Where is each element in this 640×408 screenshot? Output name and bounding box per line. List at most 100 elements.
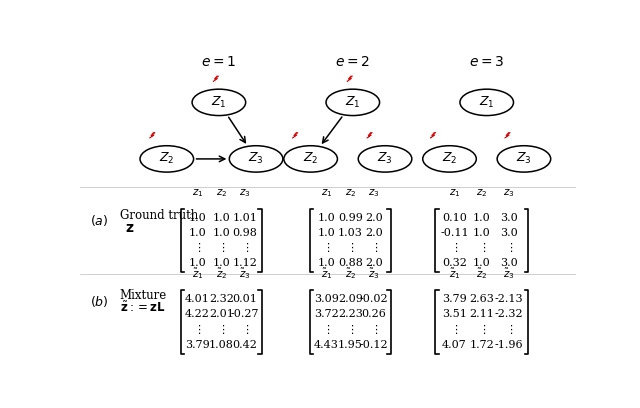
Text: $z_2$: $z_2$ (476, 188, 488, 200)
Text: -0.02: -0.02 (360, 294, 388, 304)
Text: 0.98: 0.98 (233, 228, 258, 238)
Text: 3.09: 3.09 (314, 294, 339, 304)
Ellipse shape (284, 146, 337, 172)
Text: 1.0: 1.0 (212, 228, 230, 238)
Text: $\vdots$: $\vdots$ (193, 323, 202, 336)
Text: 2.0: 2.0 (365, 213, 383, 223)
Text: $z_3$: $z_3$ (503, 188, 515, 200)
Text: 1.03: 1.03 (338, 228, 363, 238)
Ellipse shape (460, 89, 513, 115)
Ellipse shape (423, 146, 476, 172)
Text: 4.43: 4.43 (314, 339, 339, 350)
Text: $Z_3$: $Z_3$ (248, 151, 264, 166)
Text: 2.0: 2.0 (365, 258, 383, 268)
Text: $\tilde{z}_3$: $\tilde{z}_3$ (503, 266, 515, 281)
Text: $\mathbf{z}$: $\mathbf{z}$ (125, 221, 134, 235)
Text: $\vdots$: $\vdots$ (370, 241, 378, 254)
Text: 2.0: 2.0 (365, 228, 383, 238)
Text: $Z_2$: $Z_2$ (303, 151, 318, 166)
Text: $\vdots$: $\vdots$ (346, 323, 355, 336)
Text: 1.72: 1.72 (469, 339, 494, 350)
Text: $\vdots$: $\vdots$ (505, 323, 513, 336)
Text: 1.08: 1.08 (209, 339, 234, 350)
Text: $\vdots$: $\vdots$ (477, 241, 486, 254)
Text: 0.42: 0.42 (233, 339, 258, 350)
Polygon shape (292, 133, 298, 138)
Text: -0.12: -0.12 (360, 339, 388, 350)
Text: $\vdots$: $\vdots$ (505, 241, 513, 254)
Text: 0.99: 0.99 (338, 213, 363, 223)
Text: -2.32: -2.32 (495, 309, 524, 319)
Text: -1.96: -1.96 (495, 339, 524, 350)
Text: $\tilde{\mathbf{z}} := \mathbf{z}\mathbf{L}$: $\tilde{\mathbf{z}} := \mathbf{z}\mathbf… (120, 301, 166, 315)
Text: 4.01: 4.01 (185, 294, 210, 304)
Polygon shape (430, 133, 436, 138)
Text: 2.32: 2.32 (209, 294, 234, 304)
Text: $Z_1$: $Z_1$ (211, 95, 227, 110)
Text: $\tilde{z}_1$: $\tilde{z}_1$ (449, 266, 460, 281)
Text: $e = 2$: $e = 2$ (335, 55, 371, 69)
Text: $\vdots$: $\vdots$ (451, 241, 458, 254)
Text: 0.10: 0.10 (442, 213, 467, 223)
Text: $\vdots$: $\vdots$ (193, 241, 202, 254)
Text: $\tilde{z}_1$: $\tilde{z}_1$ (321, 266, 332, 281)
Text: $Z_3$: $Z_3$ (516, 151, 532, 166)
Text: $\vdots$: $\vdots$ (370, 323, 378, 336)
Text: $Z_1$: $Z_1$ (479, 95, 495, 110)
Text: 0.88: 0.88 (338, 258, 363, 268)
Text: 4.22: 4.22 (185, 309, 210, 319)
Text: 1.0: 1.0 (212, 213, 230, 223)
Text: 1.12: 1.12 (233, 258, 258, 268)
Text: 3.0: 3.0 (500, 258, 518, 268)
Ellipse shape (140, 146, 193, 172)
Text: $z_1$: $z_1$ (321, 188, 332, 200)
Text: 2.23: 2.23 (338, 309, 363, 319)
Text: $\vdots$: $\vdots$ (323, 323, 331, 336)
Text: 2.11: 2.11 (469, 309, 494, 319)
Text: $z_1$: $z_1$ (449, 188, 460, 200)
Polygon shape (367, 133, 372, 138)
Text: $Z_3$: $Z_3$ (377, 151, 393, 166)
Polygon shape (347, 76, 353, 82)
Text: $\vdots$: $\vdots$ (241, 241, 249, 254)
Ellipse shape (192, 89, 246, 115)
Text: $Z_2$: $Z_2$ (442, 151, 457, 166)
Text: 2.01: 2.01 (209, 309, 234, 319)
Text: 1.0: 1.0 (317, 213, 335, 223)
Text: $e = 1$: $e = 1$ (202, 55, 236, 69)
Text: 0.32: 0.32 (442, 258, 467, 268)
Text: $\vdots$: $\vdots$ (241, 323, 249, 336)
Text: 3.0: 3.0 (500, 213, 518, 223)
Text: $(b)$: $(b)$ (90, 294, 109, 309)
Text: 0.01: 0.01 (233, 294, 258, 304)
Text: $\tilde{z}_1$: $\tilde{z}_1$ (192, 266, 204, 281)
Text: 2.09: 2.09 (338, 294, 363, 304)
Text: 1.0: 1.0 (212, 258, 230, 268)
Text: 0.26: 0.26 (362, 309, 387, 319)
Ellipse shape (497, 146, 550, 172)
Polygon shape (213, 76, 219, 82)
Text: $(a)$: $(a)$ (90, 213, 108, 228)
Text: Mixture: Mixture (120, 289, 167, 302)
Text: 1.0: 1.0 (189, 258, 207, 268)
Text: 1.95: 1.95 (338, 339, 363, 350)
Text: 1.0: 1.0 (189, 213, 207, 223)
Ellipse shape (326, 89, 380, 115)
Text: 2.63: 2.63 (469, 294, 494, 304)
Text: $\tilde{z}_3$: $\tilde{z}_3$ (239, 266, 251, 281)
Text: 1.0: 1.0 (317, 258, 335, 268)
Text: $\vdots$: $\vdots$ (218, 241, 225, 254)
Text: -2.13: -2.13 (495, 294, 524, 304)
Text: 1.01: 1.01 (233, 213, 258, 223)
Text: 1.0: 1.0 (189, 228, 207, 238)
Text: $\vdots$: $\vdots$ (346, 241, 355, 254)
Ellipse shape (229, 146, 283, 172)
Text: 3.79: 3.79 (185, 339, 210, 350)
Text: 1.0: 1.0 (473, 228, 491, 238)
Text: 1.0: 1.0 (473, 213, 491, 223)
Text: 3.72: 3.72 (314, 309, 339, 319)
Text: $Z_2$: $Z_2$ (159, 151, 175, 166)
Text: 3.79: 3.79 (442, 294, 467, 304)
Polygon shape (150, 133, 155, 138)
Text: Ground truth: Ground truth (120, 209, 198, 222)
